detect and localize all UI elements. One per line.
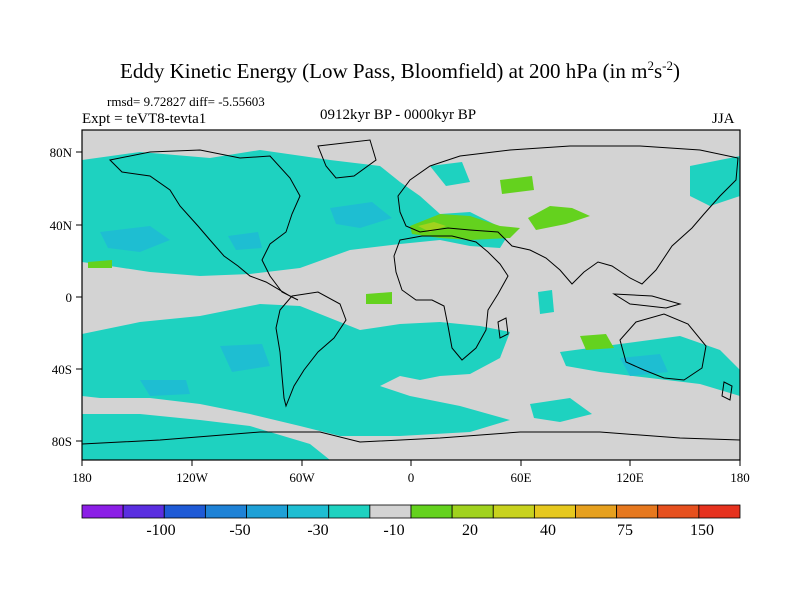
season-label: JJA: [712, 111, 735, 127]
colorbar-box: [657, 504, 700, 519]
teal-region-southwest: [82, 414, 330, 460]
coast-antarctica: [82, 431, 740, 445]
teal-region-south-indian: [530, 398, 592, 422]
lat-tick-label: 80S: [52, 434, 72, 449]
lon-tick-label: 60E: [511, 470, 532, 485]
lon-tick-label: 180: [72, 470, 92, 485]
coast-greenland: [317, 139, 377, 179]
longitude-axis: 180 120W 60W 0 60E 120E 180: [72, 460, 750, 485]
colorbar-labels: -100 -50 -30 -10 20 40 75 150: [146, 522, 714, 539]
map-title: Eddy Kinetic Energy (Low Pass, Bloomfiel…: [120, 58, 680, 83]
green-region-mediterranean: [410, 214, 520, 240]
coast-south-america: [275, 291, 347, 408]
latitude-axis: 80N 40N 0 40S 80S: [50, 145, 82, 449]
lon-tick-label: 180: [730, 470, 750, 485]
colorbar-box: [533, 504, 576, 519]
coast-indonesia: [612, 293, 682, 309]
blue-patch-south-pacific: [220, 344, 270, 372]
colorbar-box: [163, 504, 206, 519]
colorbar-label: -50: [229, 522, 250, 539]
colorbar-label: 40: [540, 522, 556, 539]
blue-patch-namerica: [228, 232, 262, 250]
colorbar-box: [492, 504, 535, 519]
lon-tick-label: 0: [408, 470, 415, 485]
teal-region-scandinavia: [430, 162, 470, 186]
green-region-indian-ocean: [580, 334, 614, 350]
teal-region-north: [82, 150, 510, 276]
lat-tick-label: 40S: [52, 362, 72, 377]
colorbar-box: [328, 504, 371, 519]
blue-patch-australia: [620, 354, 668, 376]
colorbar-box: [81, 504, 124, 519]
teal-region-equatorial: [538, 290, 554, 314]
coast-new-zealand: [721, 381, 733, 401]
colorbar-label: 20: [462, 522, 478, 539]
colorbar-box: [410, 504, 453, 519]
colorbar-box: [616, 504, 659, 519]
green-region-atlantic: [366, 292, 392, 304]
teal-region-south: [82, 304, 510, 436]
colorbar-box: [698, 504, 741, 519]
lon-tick-label: 60W: [289, 470, 315, 485]
lat-tick-label: 80N: [50, 145, 73, 160]
colorbar-label: 150: [690, 522, 714, 539]
colorbar-box: [369, 504, 412, 519]
colorbar-box: [246, 504, 289, 519]
olive-region-mediterranean-core: [418, 222, 446, 232]
colorbar-box: [122, 504, 165, 519]
colorbar-box: [204, 504, 247, 519]
green-region-russia: [500, 176, 534, 194]
lon-tick-label: 120E: [616, 470, 644, 485]
teal-region-siberia: [690, 156, 740, 206]
lon-tick-label: 120W: [176, 470, 209, 485]
coastlines: [82, 139, 740, 445]
experiment-label: Expt = teVT8-tevta1: [82, 111, 207, 127]
period-label: 0912kyr BP - 0000kyr BP: [320, 107, 477, 123]
green-region-hawaii: [88, 260, 112, 268]
colorbar-box: [575, 504, 618, 519]
coast-africa: [393, 235, 509, 361]
lat-tick-label: 0: [66, 290, 73, 305]
blue-patch-nw-pacific: [100, 226, 170, 252]
anomaly-shading: [82, 150, 740, 460]
colorbar-box: [451, 504, 494, 519]
blue-patch-atlantic: [330, 202, 392, 228]
coast-madagascar: [497, 317, 509, 339]
green-region-central-asia: [528, 206, 590, 230]
colorbar-label: -30: [307, 522, 328, 539]
colorbar: [81, 504, 741, 519]
coast-australia: [619, 313, 707, 381]
colorbar-box: [287, 504, 330, 519]
coast-north-america: [108, 149, 301, 301]
stats-text: rmsd= 9.72827 diff= -5.55603: [107, 94, 265, 109]
colorbar-label: 75: [617, 522, 633, 539]
colorbar-label: -100: [146, 522, 175, 539]
colorbar-label: -10: [383, 522, 404, 539]
lat-tick-label: 40N: [50, 218, 73, 233]
blue-patch-south-atlantic: [140, 380, 190, 396]
coast-eurasia: [397, 145, 739, 285]
